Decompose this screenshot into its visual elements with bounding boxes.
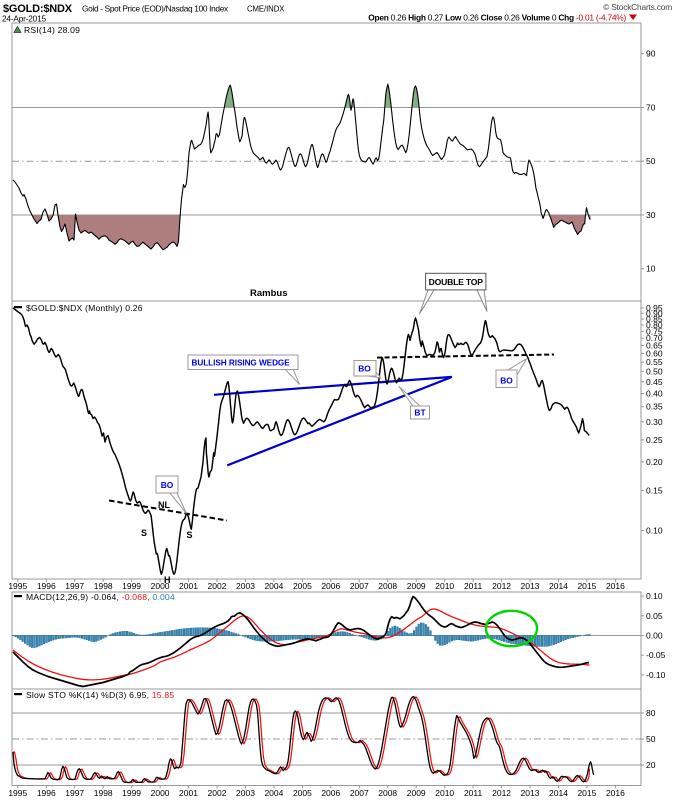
svg-text:Open 0.26 High 0.27 Low 0.26 C: Open 0.26 High 0.27 Low 0.26 Close 0.26 … bbox=[368, 13, 626, 23]
svg-text:-0.10: -0.10 bbox=[646, 670, 666, 680]
svg-text:MACD(12,26,9) -0.064, -0.068,: MACD(12,26,9) -0.064, -0.068, 0.004 bbox=[26, 592, 175, 602]
svg-text:BO: BO bbox=[161, 480, 174, 490]
svg-text:CME/INDX: CME/INDX bbox=[247, 5, 285, 14]
svg-text:0.40: 0.40 bbox=[646, 389, 663, 399]
svg-text:1995: 1995 bbox=[8, 788, 27, 798]
svg-text:2005: 2005 bbox=[293, 581, 312, 591]
svg-text:20: 20 bbox=[646, 760, 656, 770]
svg-text:10: 10 bbox=[646, 264, 656, 274]
svg-text:2009: 2009 bbox=[407, 581, 426, 591]
svg-text:Slow STO %K(14) %D(3) 6.95, 15: Slow STO %K(14) %D(3) 6.95, 15.85 bbox=[26, 690, 174, 700]
svg-text:S: S bbox=[187, 530, 193, 540]
svg-text:S: S bbox=[141, 528, 147, 538]
svg-text:0.30: 0.30 bbox=[646, 417, 663, 427]
svg-text:2008: 2008 bbox=[378, 788, 397, 798]
svg-text:80: 80 bbox=[646, 708, 656, 718]
svg-text:2014: 2014 bbox=[549, 581, 568, 591]
svg-text:2003: 2003 bbox=[236, 788, 255, 798]
svg-text:1996: 1996 bbox=[37, 581, 56, 591]
svg-text:1998: 1998 bbox=[94, 581, 113, 591]
svg-text:2003: 2003 bbox=[236, 581, 255, 591]
svg-text:2005: 2005 bbox=[293, 788, 312, 798]
svg-text:2007: 2007 bbox=[350, 788, 369, 798]
svg-text:90: 90 bbox=[646, 49, 656, 59]
svg-text:1999: 1999 bbox=[122, 788, 141, 798]
svg-text:1997: 1997 bbox=[65, 788, 84, 798]
svg-text:0.10: 0.10 bbox=[646, 526, 663, 536]
svg-text:BO: BO bbox=[358, 364, 371, 374]
svg-text:0.20: 0.20 bbox=[646, 457, 663, 467]
svg-text:0.25: 0.25 bbox=[646, 435, 663, 445]
svg-text:2011: 2011 bbox=[464, 788, 483, 798]
svg-text:2015: 2015 bbox=[577, 788, 596, 798]
svg-text:BT: BT bbox=[414, 408, 426, 418]
svg-text:2009: 2009 bbox=[407, 788, 426, 798]
svg-text:2006: 2006 bbox=[321, 581, 340, 591]
svg-text:2013: 2013 bbox=[521, 788, 540, 798]
svg-text:2012: 2012 bbox=[492, 788, 511, 798]
svg-text:1995: 1995 bbox=[8, 581, 27, 591]
svg-text:0.35: 0.35 bbox=[646, 402, 663, 412]
svg-text:© StockCharts.com: © StockCharts.com bbox=[603, 2, 672, 12]
svg-text:0.00: 0.00 bbox=[646, 631, 663, 641]
svg-text:-0.05: -0.05 bbox=[646, 650, 666, 660]
svg-text:2001: 2001 bbox=[179, 788, 198, 798]
svg-text:BULLISH RISING WEDGE: BULLISH RISING WEDGE bbox=[192, 359, 291, 368]
svg-text:2004: 2004 bbox=[264, 581, 283, 591]
svg-text:2010: 2010 bbox=[435, 788, 454, 798]
svg-text:2010: 2010 bbox=[435, 581, 454, 591]
svg-text:50: 50 bbox=[646, 156, 656, 166]
svg-text:2016: 2016 bbox=[606, 788, 625, 798]
svg-text:1997: 1997 bbox=[65, 581, 84, 591]
svg-text:24-Apr-2015: 24-Apr-2015 bbox=[2, 14, 47, 24]
svg-text:0.45: 0.45 bbox=[646, 377, 663, 387]
svg-text:BO: BO bbox=[500, 376, 513, 386]
svg-text:1999: 1999 bbox=[122, 581, 141, 591]
svg-text:70: 70 bbox=[646, 103, 656, 113]
svg-text:1998: 1998 bbox=[94, 788, 113, 798]
svg-text:2016: 2016 bbox=[606, 581, 625, 591]
svg-text:2001: 2001 bbox=[179, 581, 198, 591]
svg-text:2012: 2012 bbox=[492, 581, 511, 591]
svg-text:H: H bbox=[164, 575, 171, 585]
svg-text:1996: 1996 bbox=[37, 788, 56, 798]
svg-text:2014: 2014 bbox=[549, 788, 568, 798]
svg-text:0.15: 0.15 bbox=[646, 485, 663, 495]
svg-text:2008: 2008 bbox=[378, 581, 397, 591]
svg-text:2002: 2002 bbox=[208, 788, 227, 798]
svg-text:30: 30 bbox=[646, 210, 656, 220]
svg-text:0.10: 0.10 bbox=[646, 591, 663, 601]
svg-text:$GOLD:$NDX (Monthly) 0.26: $GOLD:$NDX (Monthly) 0.26 bbox=[26, 303, 143, 313]
svg-text:2007: 2007 bbox=[350, 581, 369, 591]
svg-text:2004: 2004 bbox=[264, 788, 283, 798]
svg-text:2011: 2011 bbox=[464, 581, 483, 591]
svg-text:0.05: 0.05 bbox=[646, 611, 663, 621]
svg-text:2013: 2013 bbox=[521, 581, 540, 591]
svg-text:Gold - Spot Price (EOD)/Nasdaq: Gold - Spot Price (EOD)/Nasdaq 100 Index bbox=[82, 4, 229, 14]
svg-text:Rambus: Rambus bbox=[250, 288, 287, 299]
svg-text:NL: NL bbox=[158, 500, 170, 510]
svg-text:RSI(14) 28.09: RSI(14) 28.09 bbox=[24, 25, 80, 35]
svg-text:2006: 2006 bbox=[321, 788, 340, 798]
svg-text:2000: 2000 bbox=[151, 788, 170, 798]
svg-text:DOUBLE TOP: DOUBLE TOP bbox=[429, 277, 484, 287]
svg-text:50: 50 bbox=[646, 734, 656, 744]
svg-text:0.50: 0.50 bbox=[646, 366, 663, 376]
svg-text:2002: 2002 bbox=[208, 581, 227, 591]
svg-text:2015: 2015 bbox=[577, 581, 596, 591]
